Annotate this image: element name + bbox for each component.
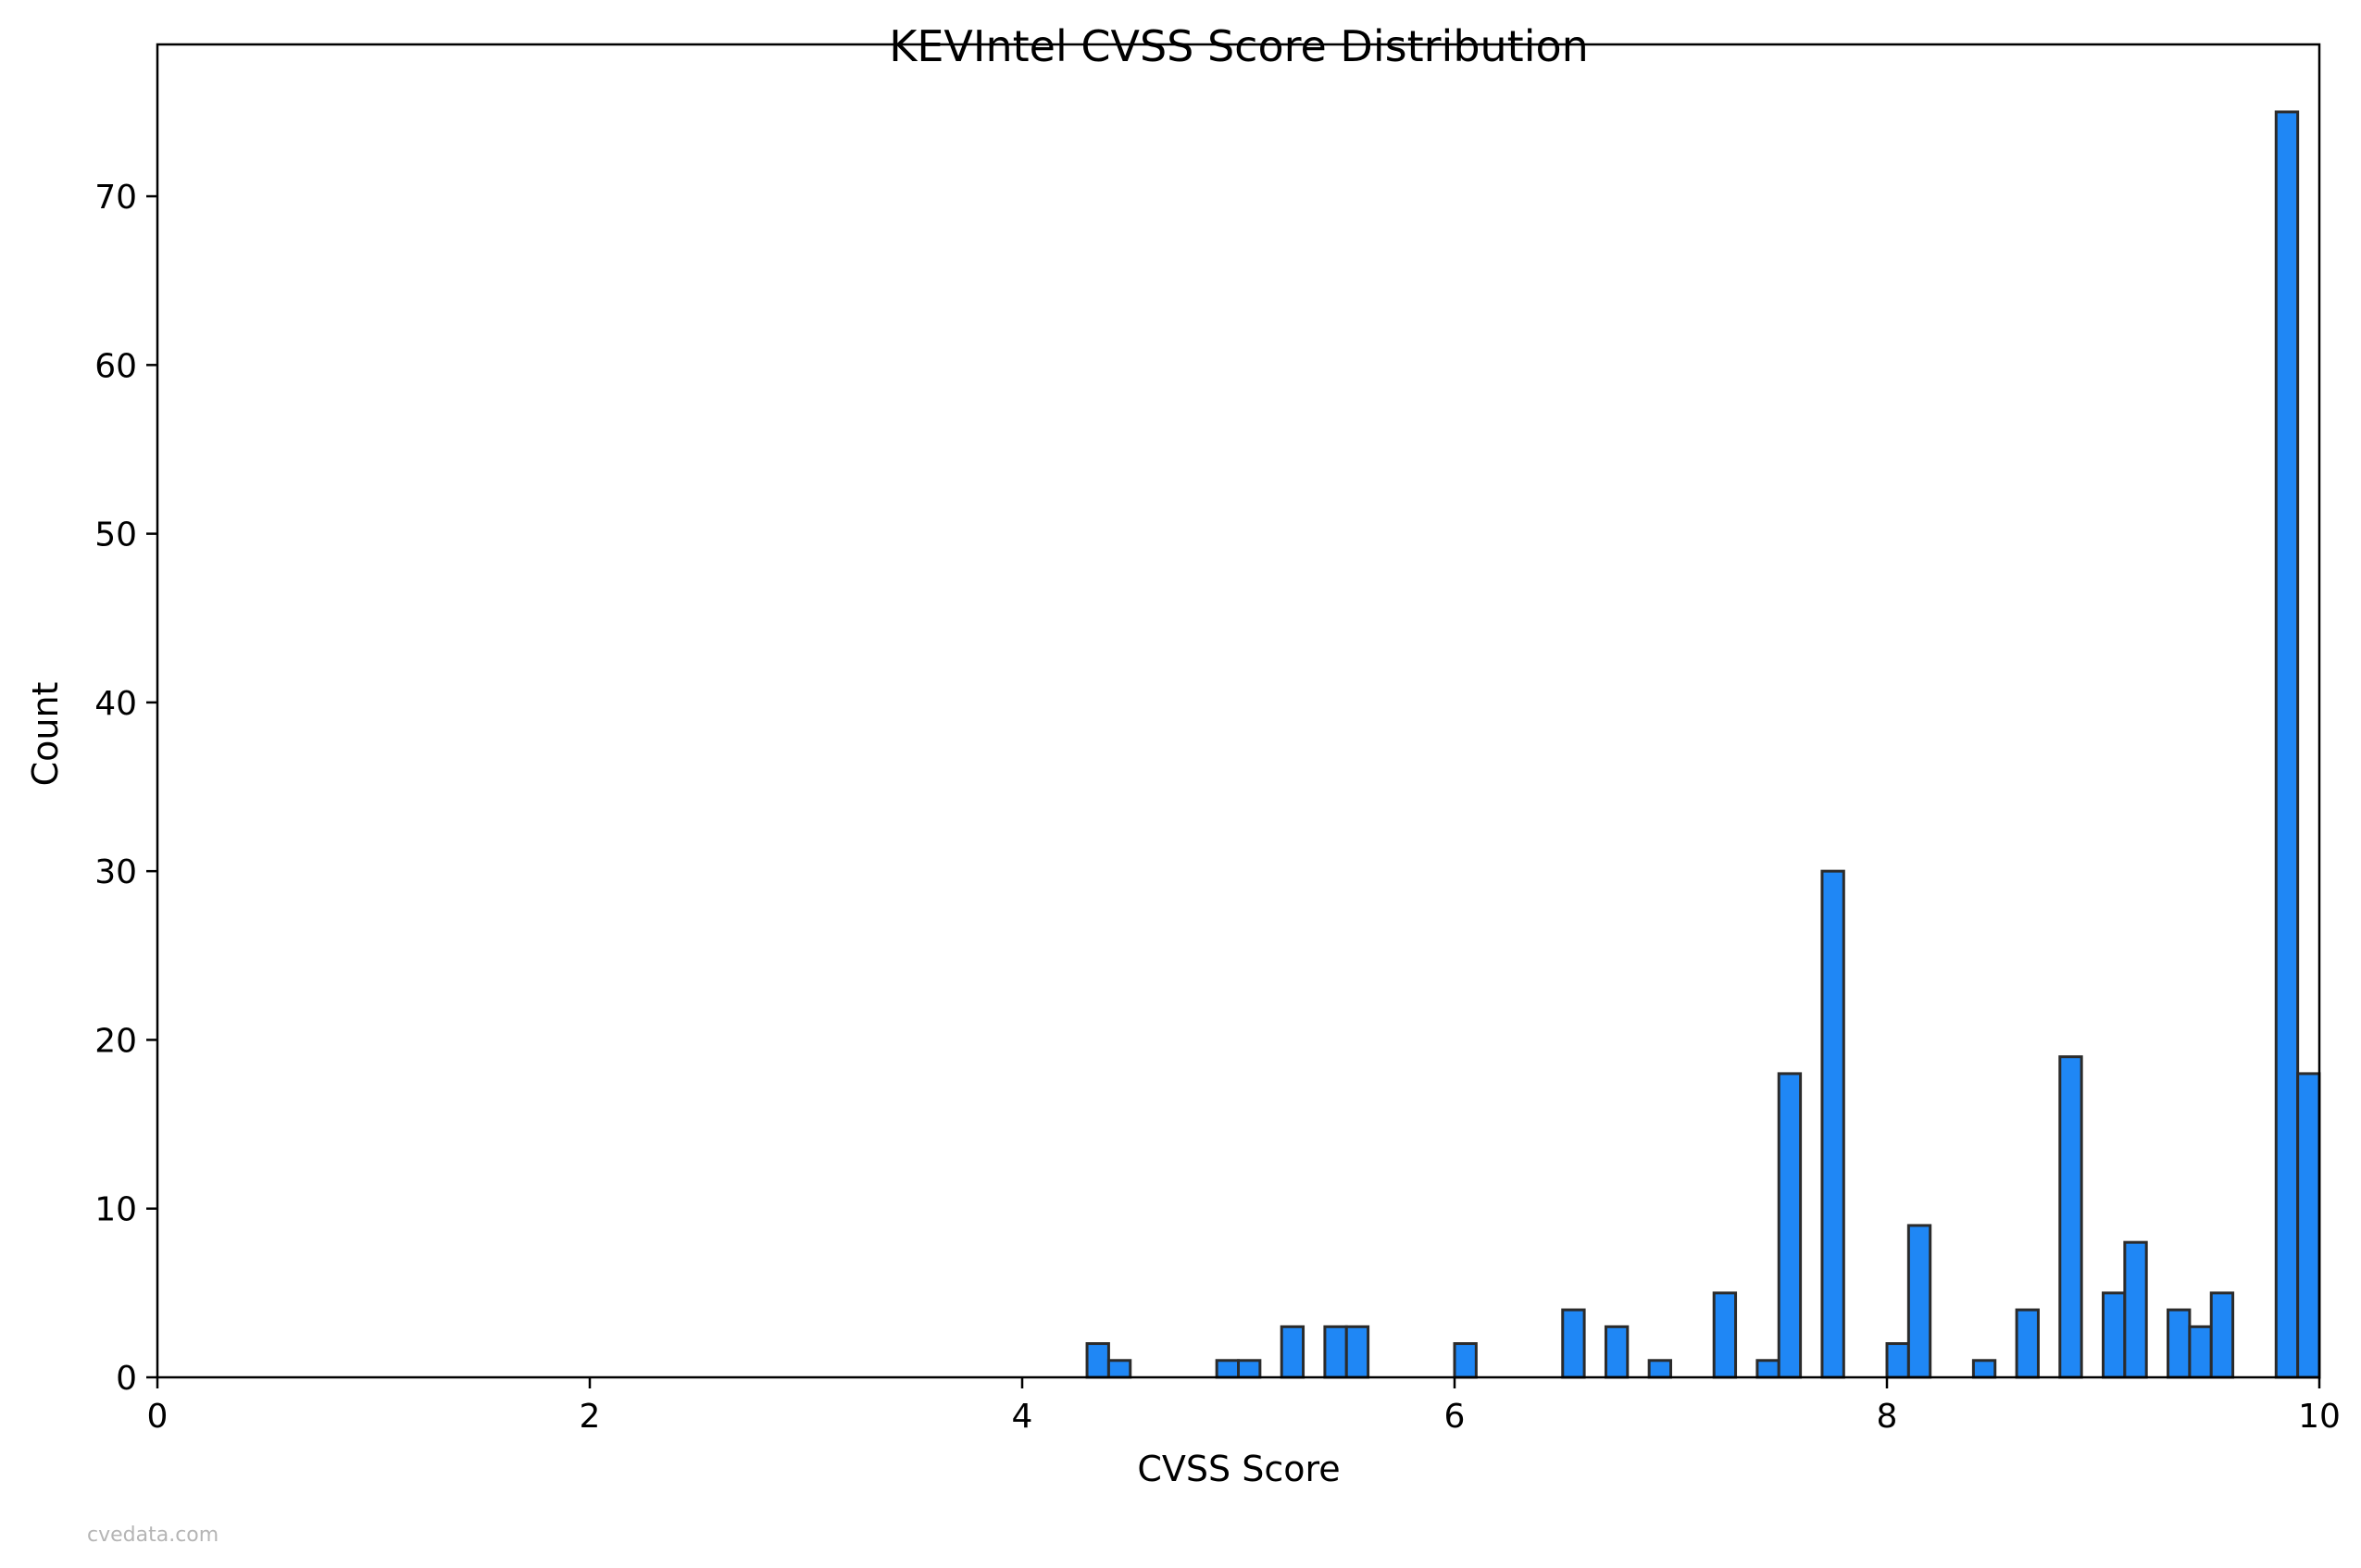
x-tick-label: 4 <box>1012 1398 1033 1436</box>
histogram-bar <box>1561 1308 1586 1379</box>
x-tick-label: 6 <box>1444 1398 1466 1436</box>
y-axis-ticks: 0 10 20 30 40 50 60 70 <box>94 179 157 1398</box>
histogram-bar <box>1323 1325 1348 1379</box>
y-tick-label: 60 <box>94 347 137 385</box>
y-tick-label: 20 <box>94 1022 137 1060</box>
histogram-bar <box>2015 1308 2040 1379</box>
histogram-bar <box>2102 1291 2127 1379</box>
histogram-bar <box>2296 1072 2321 1379</box>
y-tick-label: 70 <box>94 179 137 217</box>
histogram-bar <box>1971 1359 1997 1379</box>
histogram-bar <box>1237 1359 1262 1379</box>
y-tick-label: 40 <box>94 685 137 723</box>
histogram-bar <box>1777 1072 1803 1379</box>
y-tick-label: 30 <box>94 853 137 891</box>
histogram-bar <box>1885 1342 1910 1379</box>
y-tick-label: 10 <box>94 1191 137 1229</box>
histogram-bar <box>2188 1325 2213 1379</box>
x-tick-label: 0 <box>147 1398 169 1436</box>
histogram-bar <box>1215 1359 1241 1379</box>
histogram-bar <box>1647 1359 1673 1379</box>
x-axis-ticks: 0 2 4 6 8 10 <box>147 1377 2341 1436</box>
histogram-bar <box>2274 110 2300 1379</box>
histogram-bar <box>1712 1291 1738 1379</box>
histogram-bar <box>1085 1342 1110 1379</box>
histogram-bar <box>1604 1325 1630 1379</box>
histogram-bar <box>2167 1308 2192 1379</box>
histogram-bar <box>2058 1055 2083 1379</box>
x-axis-label: CVSS Score <box>1137 1449 1340 1489</box>
histogram-bar <box>1344 1325 1370 1379</box>
y-tick-label: 0 <box>116 1360 137 1398</box>
chart-title: KEVIntel CVSS Score Distribution <box>889 21 1589 71</box>
histogram-bar <box>2209 1291 2235 1379</box>
x-tick-label: 2 <box>580 1398 601 1436</box>
watermark: cvedata.com <box>87 1524 219 1547</box>
histogram-bar <box>1106 1359 1132 1379</box>
histogram-bar <box>1906 1224 1932 1379</box>
plot-frame <box>156 43 2321 1379</box>
histogram-bar <box>1820 869 1845 1379</box>
histogram-bar <box>2123 1240 2148 1379</box>
x-tick-label: 8 <box>1877 1398 1898 1436</box>
y-tick-label: 50 <box>94 516 137 554</box>
bars-group <box>1085 110 2321 1379</box>
histogram-bar <box>1280 1325 1305 1379</box>
histogram-bar <box>1453 1342 1478 1379</box>
x-tick-label: 10 <box>2298 1398 2341 1436</box>
histogram-bar <box>1755 1359 1780 1379</box>
y-axis-label: Count <box>25 682 66 787</box>
